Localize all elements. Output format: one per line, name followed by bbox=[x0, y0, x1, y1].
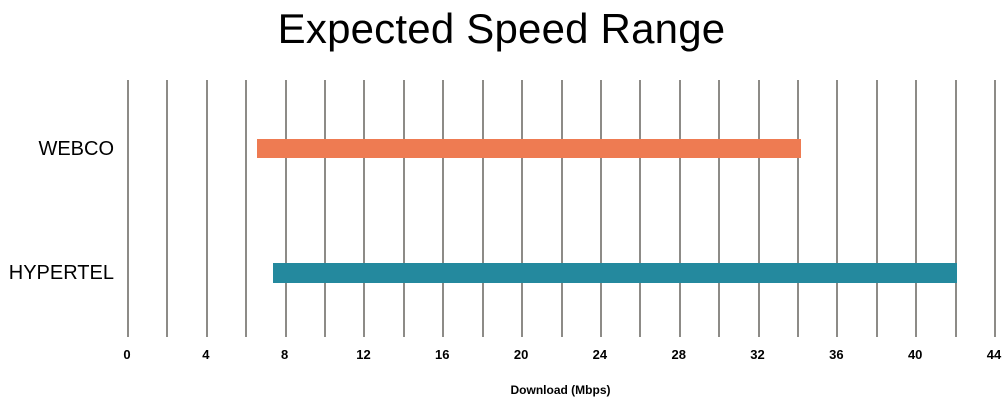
x-axis-tick-label: 32 bbox=[750, 347, 765, 362]
x-axis-tick-label: 0 bbox=[123, 347, 131, 362]
gridline bbox=[678, 80, 681, 337]
gridline bbox=[166, 80, 169, 337]
gridline bbox=[127, 80, 129, 337]
category-label-webco: WEBCO bbox=[38, 138, 114, 160]
x-axis-title: Download (Mbps) bbox=[510, 383, 611, 397]
x-axis-tick-label: 8 bbox=[281, 347, 289, 362]
gridline bbox=[205, 80, 208, 337]
gridline bbox=[796, 80, 799, 337]
gridline bbox=[284, 80, 287, 337]
x-axis-tick-label: 44 bbox=[986, 347, 1002, 362]
gridline bbox=[915, 80, 918, 337]
x-axis-tick-label: 40 bbox=[907, 347, 923, 362]
gridline bbox=[560, 80, 563, 337]
x-axis-tick-label: 24 bbox=[592, 347, 608, 362]
x-axis-tick-label: 16 bbox=[435, 347, 450, 362]
gridline bbox=[836, 80, 839, 337]
gridline bbox=[481, 80, 484, 337]
x-axis-tick-label: 4 bbox=[202, 347, 210, 362]
gridline bbox=[245, 80, 248, 337]
gridline bbox=[521, 80, 524, 337]
gridline bbox=[442, 80, 445, 337]
plot-area bbox=[127, 80, 996, 337]
gridline bbox=[994, 80, 996, 337]
bar-webco[interactable] bbox=[257, 139, 801, 158]
x-axis-tick-label: 36 bbox=[829, 347, 844, 362]
category-label-hypertel: HYPERTEL bbox=[8, 262, 114, 284]
bar-hypertel[interactable] bbox=[272, 263, 957, 283]
gridline bbox=[402, 80, 405, 337]
gridline bbox=[324, 80, 327, 337]
gridline bbox=[363, 80, 366, 337]
gridline bbox=[954, 80, 957, 337]
gridline bbox=[757, 80, 760, 337]
gridline bbox=[599, 80, 602, 337]
gridline bbox=[718, 80, 721, 337]
x-axis-tick-label: 12 bbox=[356, 347, 371, 362]
gridline bbox=[875, 80, 878, 337]
x-axis-tick-label: 20 bbox=[513, 347, 529, 362]
chart-title: Expected Speed Range bbox=[277, 5, 726, 52]
gridline bbox=[639, 80, 642, 337]
x-axis-tick-label: 28 bbox=[671, 347, 686, 362]
